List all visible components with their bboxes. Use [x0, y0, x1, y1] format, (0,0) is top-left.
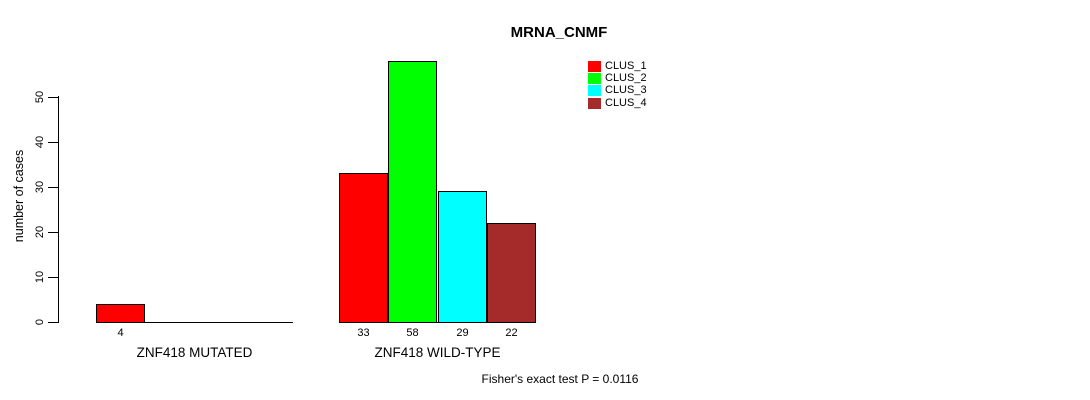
legend-swatch: [588, 85, 601, 97]
stat-annotation: Fisher's exact test P = 0.0116: [481, 372, 639, 386]
y-tick-label: 40: [34, 135, 46, 149]
y-axis-line: [58, 96, 59, 323]
y-tick-label: 0: [34, 318, 46, 326]
legend-swatch: [588, 60, 601, 72]
legend-swatch: [588, 72, 601, 84]
y-tick: [48, 232, 58, 233]
y-tick: [48, 187, 58, 188]
legend-label: CLUS_2: [605, 71, 647, 84]
bar: [339, 173, 388, 323]
bar-value-label: 4: [117, 327, 124, 339]
group-baseline: [339, 322, 536, 323]
bar: [96, 304, 145, 323]
legend-label: CLUS_1: [605, 59, 647, 72]
y-tick: [48, 277, 58, 278]
legend-swatch: [588, 97, 601, 109]
y-tick-label: 10: [34, 270, 46, 284]
group-label: ZNF418 WILD-TYPE: [374, 345, 501, 360]
y-tick-label: 50: [34, 90, 46, 104]
bar-value-label: 33: [357, 327, 370, 339]
legend-label: CLUS_4: [605, 96, 647, 109]
y-tick: [48, 142, 58, 143]
y-tick: [48, 322, 58, 323]
y-axis-title: number of cases: [12, 149, 26, 243]
legend-label: CLUS_3: [605, 84, 647, 97]
bar: [438, 191, 487, 323]
chart-title: MRNA_CNMF: [510, 24, 608, 41]
y-tick-label: 30: [34, 180, 46, 194]
bar-value-label: 29: [456, 327, 469, 339]
group-label: ZNF418 MUTATED: [136, 345, 253, 360]
y-tick-label: 20: [34, 225, 46, 239]
bar-value-label: 22: [505, 327, 518, 339]
y-tick: [48, 97, 58, 98]
bar: [487, 223, 536, 323]
bar-value-label: 58: [406, 327, 419, 339]
bar: [388, 61, 437, 323]
group-baseline: [96, 322, 293, 323]
